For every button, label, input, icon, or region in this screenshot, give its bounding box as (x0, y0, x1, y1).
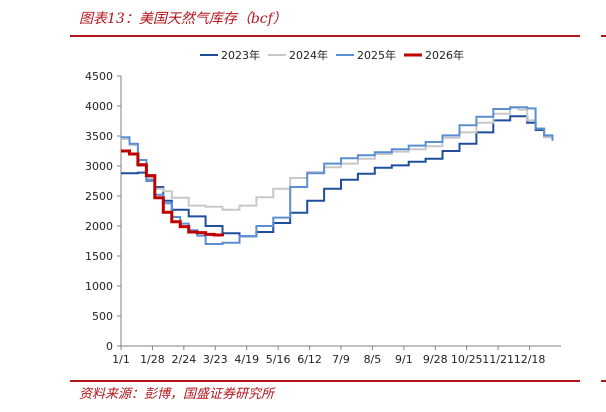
x-tick-label: 1/28 (140, 353, 165, 366)
x-tick-label: 11/21 (482, 353, 514, 366)
series-line-4 (121, 149, 224, 237)
x-tick-label: 4/19 (234, 353, 259, 366)
legend-label-2: 2024年 (289, 48, 328, 62)
x-tick-label: 9/28 (423, 353, 448, 366)
x-tick-label: 12/18 (514, 353, 546, 366)
x-tick-label: 1/1 (112, 353, 130, 366)
series-line-2 (121, 106, 554, 211)
series-line-1 (121, 115, 554, 238)
legend-label-1: 2023年 (221, 48, 260, 62)
y-tick-label: 2500 (85, 190, 113, 203)
y-tick-label: 500 (92, 310, 113, 323)
y-tick-label: 3000 (85, 160, 113, 173)
chart-legend: 2023年 2024年 2025年 2026年 (200, 48, 464, 62)
chart-series (121, 106, 554, 245)
x-tick-label: 8/5 (364, 353, 382, 366)
y-tick-label: 3500 (85, 130, 113, 143)
header-rule-side (601, 35, 606, 37)
y-tick-label: 4000 (85, 100, 113, 113)
series-line-3 (121, 106, 554, 245)
y-tick-label: 4500 (85, 70, 113, 83)
legend-label-3: 2025年 (357, 48, 396, 62)
chart-axes: 0 500 1000 1500 2000 2500 3000 3500 4000 4500 1/1 1… (85, 70, 561, 366)
y-tick-label: 2000 (85, 220, 113, 233)
source-note: 资料来源：彭博，国盛证券研究所 (79, 387, 275, 402)
x-tick-label: 6/12 (297, 353, 322, 366)
x-tick-label: 5/16 (266, 353, 291, 366)
footer-rule (70, 380, 580, 382)
y-tick-label: 1000 (85, 280, 113, 293)
x-tick-label: 10/25 (451, 353, 483, 366)
header-rule (70, 35, 580, 37)
y-tick-label: 0 (106, 340, 113, 353)
x-tick-label: 3/23 (203, 353, 228, 366)
x-tick-label: 7/9 (332, 353, 350, 366)
footer-rule-side (601, 380, 606, 382)
legend-label-4: 2026年 (425, 48, 464, 62)
x-tick-label: 9/1 (395, 353, 413, 366)
figure-title: 图表13：美国天然气库存（bcf） (79, 11, 287, 27)
x-tick-label: 2/24 (172, 353, 197, 366)
y-tick-label: 1500 (85, 250, 113, 263)
